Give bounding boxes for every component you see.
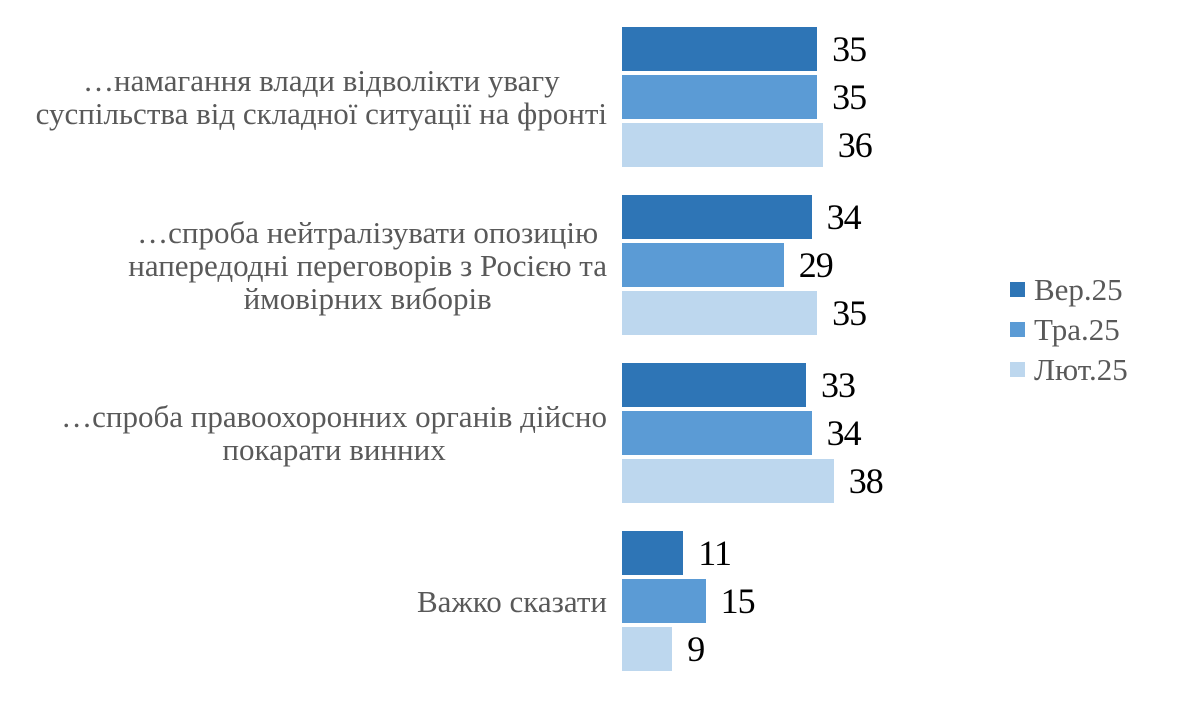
bar-series-3: [622, 459, 834, 503]
value-label: 11: [698, 533, 732, 573]
legend-label: Вер.25: [1034, 271, 1123, 307]
category-label-cell: Важко сказати: [0, 531, 622, 671]
bar-series-1: [622, 27, 818, 71]
legend-item: Лют.25: [1010, 349, 1128, 389]
value-label: 35: [832, 29, 867, 69]
value-label: 36: [837, 125, 873, 165]
chart-row: …намагання влади відволікти увагу суспіл…: [0, 27, 883, 167]
legend-label: Лют.25: [1034, 351, 1128, 387]
value-label: 34: [826, 197, 862, 237]
bar-row: 35: [622, 27, 872, 71]
chart-row: …спроба нейтралізувати опозицію напередо…: [0, 195, 883, 335]
category-label: Важко сказати: [416, 583, 607, 619]
category-label: …спроба нейтралізувати опозицію напередо…: [128, 214, 607, 316]
bar-row: 38: [622, 459, 884, 503]
bar-series-1: [622, 531, 684, 575]
bar-series-2: [622, 579, 706, 623]
bar-row: 36: [622, 123, 873, 167]
bar-series-2: [622, 75, 818, 119]
bar-series-3: [622, 627, 673, 671]
value-label: 9: [687, 629, 705, 669]
bar-row: 9: [622, 627, 755, 671]
category-label-cell: …спроба правоохоронних органів дійсно по…: [0, 363, 622, 503]
legend-swatch-icon: [1010, 281, 1025, 297]
category-label-cell: …намагання влади відволікти увагу суспіл…: [0, 27, 622, 167]
legend: Вер.25 Тра.25 Лют.25: [1010, 269, 1128, 389]
value-label: 15: [720, 581, 756, 621]
bar-series-2: [622, 411, 812, 455]
bar-group: 11 15 9: [622, 531, 756, 671]
bar-series-3: [622, 291, 818, 335]
bar-row: 34: [622, 195, 866, 239]
bar-row: 34: [622, 411, 883, 455]
legend-item: Тра.25: [1010, 309, 1128, 349]
value-label: 38: [848, 461, 884, 501]
bar-row: 11: [622, 531, 755, 575]
bar-group: 34 29 35: [622, 195, 867, 335]
legend-swatch-icon: [1010, 361, 1025, 377]
legend-label: Тра.25: [1034, 311, 1120, 347]
bar-row: 33: [622, 363, 883, 407]
bar-group: 35 35 36: [622, 27, 873, 167]
value-label: 33: [821, 365, 856, 405]
value-label: 35: [832, 77, 867, 117]
category-label: …намагання влади відволікти увагу суспіл…: [35, 63, 607, 131]
value-label: 35: [832, 293, 867, 333]
legend-swatch-icon: [1010, 321, 1025, 337]
bar-row: 15: [622, 579, 756, 623]
bar-row: 29: [622, 243, 866, 287]
bar-series-1: [622, 363, 806, 407]
category-label: …спроба правоохоронних органів дійсно по…: [61, 399, 607, 467]
bar-series-2: [622, 243, 784, 287]
chart-row: …спроба правоохоронних органів дійсно по…: [0, 363, 884, 503]
value-label: 29: [798, 245, 834, 285]
bar-row: 35: [622, 75, 872, 119]
category-label-cell: …спроба нейтралізувати опозицію напередо…: [0, 195, 622, 335]
plot-area: …намагання влади відволікти увагу суспіл…: [0, 27, 884, 699]
legend-item: Вер.25: [1010, 269, 1128, 309]
bar-row: 35: [622, 291, 867, 335]
bar-series-3: [622, 123, 823, 167]
value-label: 34: [826, 413, 862, 453]
bar-group: 33 34 38: [622, 363, 884, 503]
bar-series-1: [622, 195, 812, 239]
chart-row: Важко сказати 11 15 9: [0, 531, 883, 671]
